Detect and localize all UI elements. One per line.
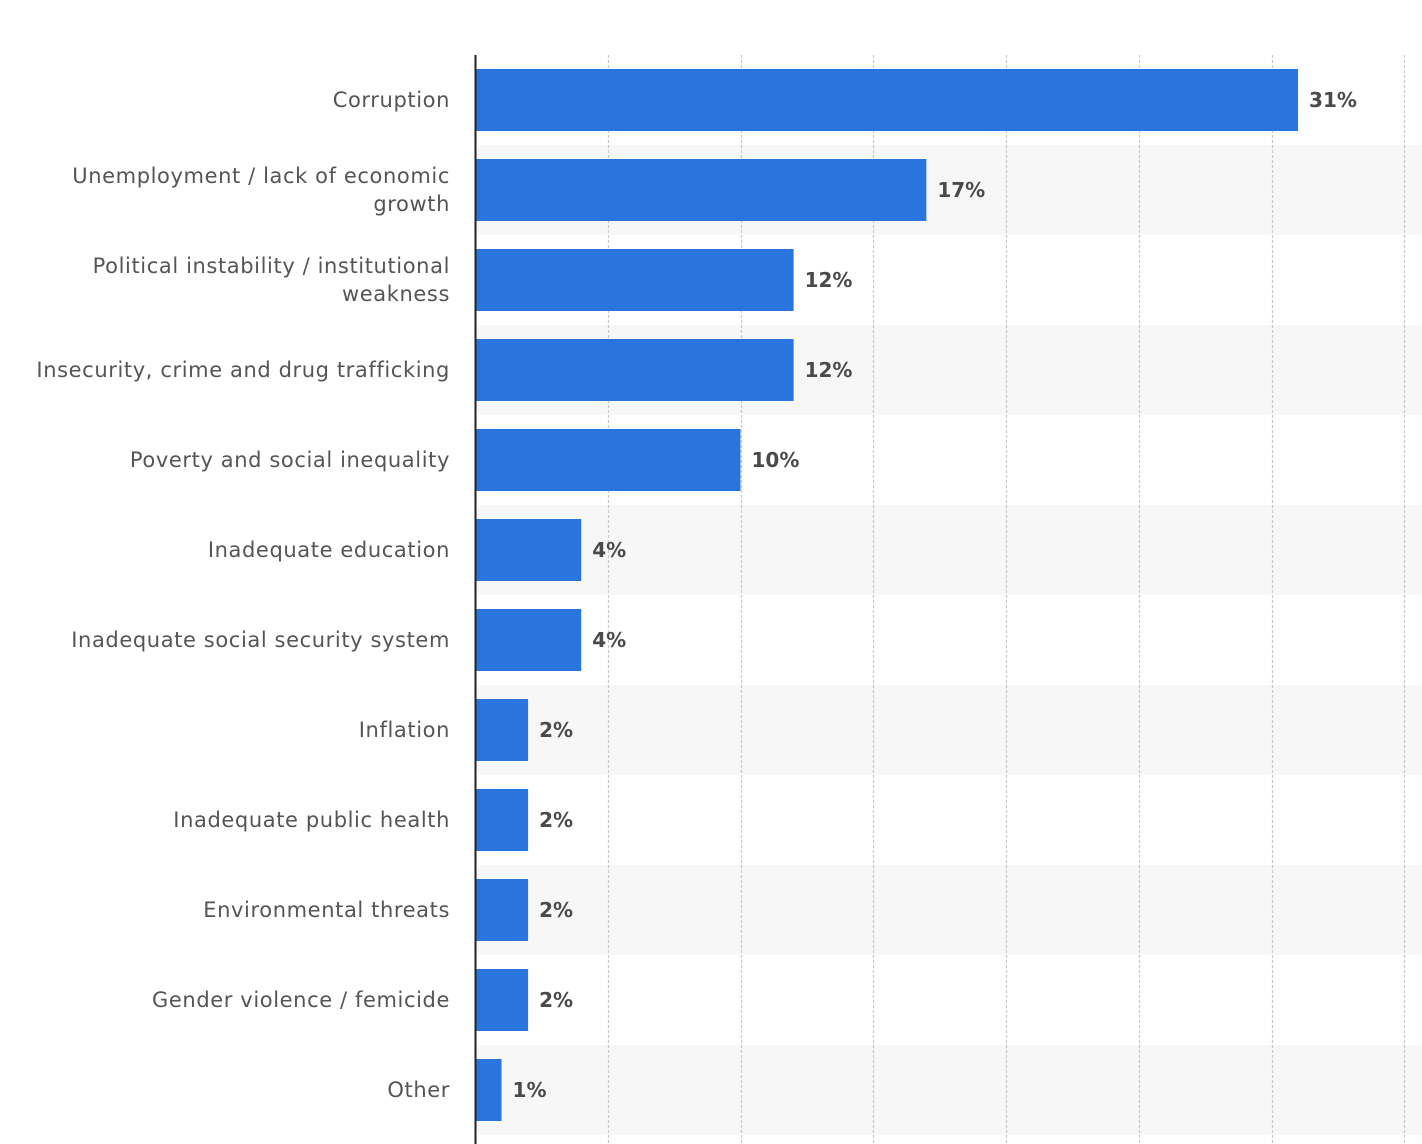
category-label: Unemployment / lack of economic growth <box>72 164 450 216</box>
data-label: 17% <box>937 178 985 202</box>
bar[interactable] <box>475 339 794 401</box>
category-label: Insecurity, crime and drug trafficking <box>36 358 450 382</box>
bar[interactable] <box>475 519 582 581</box>
bar[interactable] <box>475 699 529 761</box>
bar[interactable] <box>475 1059 502 1121</box>
category-labels: Corruption Unemployment / lack of economi… <box>36 88 450 1102</box>
data-label: 10% <box>752 448 800 472</box>
category-label: Inadequate education <box>208 538 450 562</box>
category-label: Gender violence / femicide <box>152 988 450 1012</box>
bar[interactable] <box>475 789 529 851</box>
category-label: Poverty and social inequality <box>130 448 450 472</box>
row-bands <box>475 145 1422 1135</box>
row-band <box>475 1045 1422 1135</box>
data-label: 2% <box>539 808 573 832</box>
category-label: Environmental threats <box>203 898 450 922</box>
data-label: 2% <box>539 718 573 742</box>
bar[interactable] <box>475 429 741 491</box>
bar[interactable] <box>475 609 582 671</box>
bar[interactable] <box>475 159 927 221</box>
category-label: Other <box>387 1078 450 1102</box>
data-label: 12% <box>805 358 853 382</box>
bar[interactable] <box>475 69 1299 131</box>
category-label: Inadequate public health <box>173 808 450 832</box>
row-band <box>475 685 1422 775</box>
bar[interactable] <box>475 969 529 1031</box>
data-label: 2% <box>539 898 573 922</box>
category-label: Inflation <box>359 718 450 742</box>
value-labels: 31% 17% 12% 12% 10% 4% 4% 2% 2% 2% 2% 1% <box>513 88 1357 1102</box>
gridlines <box>607 55 1406 1144</box>
data-label: 31% <box>1309 88 1357 112</box>
data-label: 4% <box>592 628 626 652</box>
row-band <box>475 505 1422 595</box>
data-label: 2% <box>539 988 573 1012</box>
bar[interactable] <box>475 879 529 941</box>
category-label: Political instability / institutional wea… <box>93 254 450 306</box>
data-label: 12% <box>805 268 853 292</box>
bars <box>475 69 1299 1121</box>
category-label: Inadequate social security system <box>71 628 450 652</box>
data-label: 4% <box>592 538 626 562</box>
bar[interactable] <box>475 249 794 311</box>
row-band <box>475 865 1422 955</box>
data-label: 1% <box>513 1078 547 1102</box>
category-label: Corruption <box>333 88 450 112</box>
